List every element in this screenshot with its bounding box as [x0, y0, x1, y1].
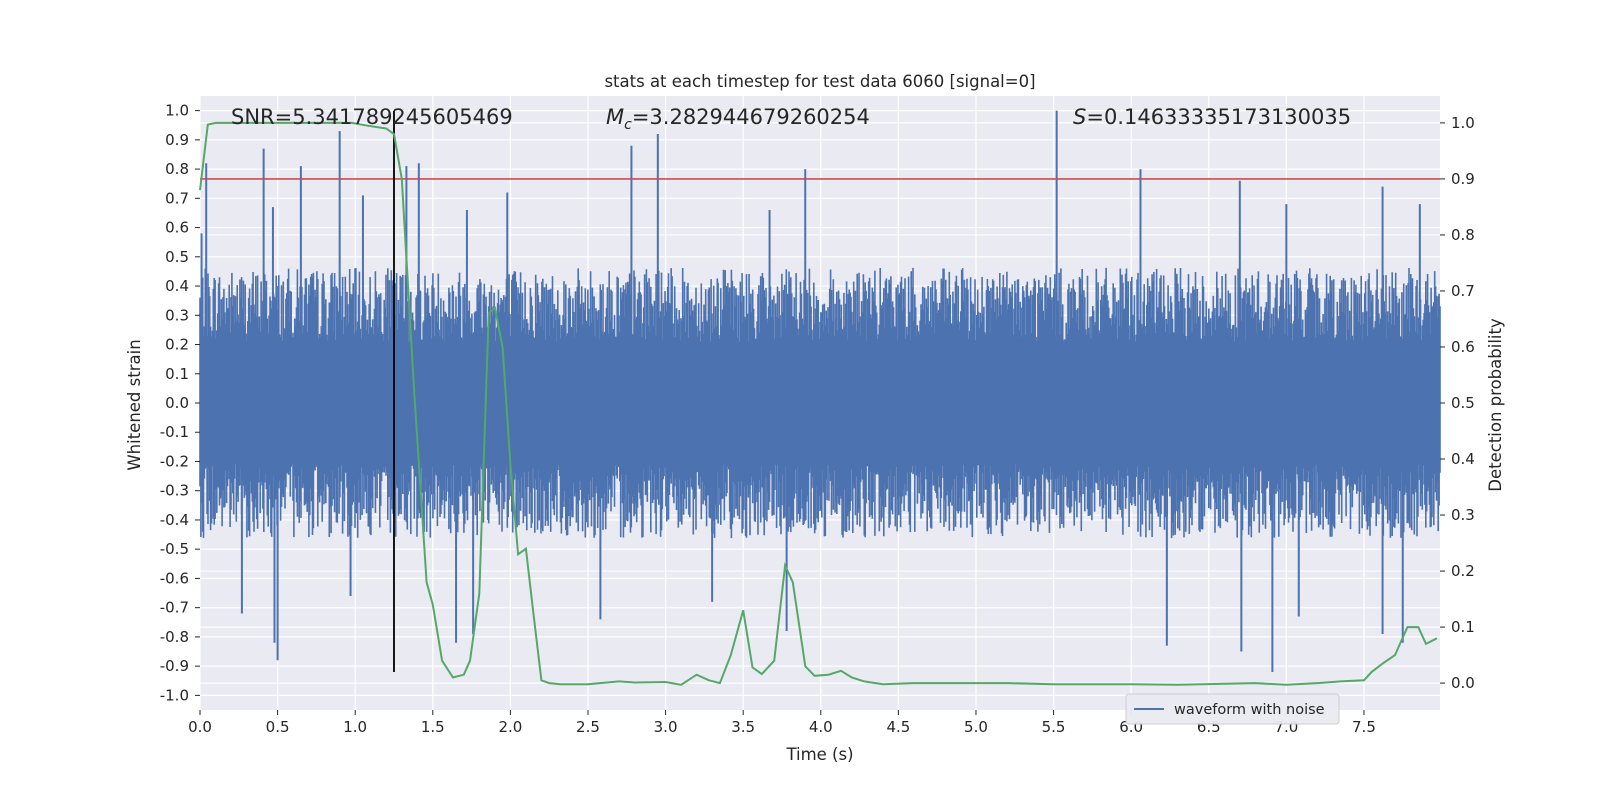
x-tick-label: 0.5 [266, 718, 290, 736]
y-left-tick-label: 0.7 [165, 189, 189, 207]
y-right-tick-label: 1.0 [1451, 114, 1475, 132]
y-left-tick-label: -1.0 [160, 686, 189, 704]
x-tick-label: 3.5 [731, 718, 755, 736]
x-tick-label: 7.5 [1352, 718, 1376, 736]
y-left-tick-label: -0.4 [160, 511, 189, 529]
x-axis-label: Time (s) [785, 745, 853, 764]
x-tick-label: 3.0 [654, 718, 678, 736]
y-left-tick-label: -0.1 [160, 423, 189, 441]
y-left-tick-label: -0.5 [160, 540, 189, 558]
y-left-tick-label: 1.0 [165, 102, 189, 120]
s-annotation: S=0.14633335173130035 [1073, 105, 1351, 129]
y-right-tick-label: 0.9 [1451, 170, 1475, 188]
chirp-mass-symbol: M [606, 105, 624, 129]
y-left-axis-label: Whitened strain [125, 339, 144, 470]
snr-annotation: SNR=5.341789245605469 [231, 105, 513, 129]
y-left-tick-label: 0.0 [165, 394, 189, 412]
y-right-tick-label: 0.6 [1451, 338, 1475, 356]
legend: waveform with noise [1126, 694, 1339, 724]
y-left-tick-label: 0.9 [165, 131, 189, 149]
legend-label: waveform with noise [1174, 702, 1325, 718]
chart-title: stats at each timestep for test data 606… [604, 72, 1035, 91]
y-left-tick-label: -0.9 [160, 657, 189, 675]
s-value: =0.14633335173130035 [1086, 105, 1351, 129]
y-right-tick-label: 0.5 [1451, 394, 1475, 412]
y-right-tick-label: 0.7 [1451, 282, 1475, 300]
x-tick-label: 2.0 [498, 718, 522, 736]
y-left-tick-label: 0.6 [165, 219, 189, 237]
x-tick-label: 0.0 [188, 718, 212, 736]
x-tick-label: 4.0 [809, 718, 833, 736]
y-left-tick-label: -0.6 [160, 569, 189, 587]
x-tick-label: 1.5 [421, 718, 445, 736]
y-right-tick-label: 0.0 [1451, 674, 1475, 692]
x-tick-label: 2.5 [576, 718, 600, 736]
y-right-tick-label: 0.3 [1451, 506, 1475, 524]
s-symbol: S [1073, 105, 1086, 129]
y-left-tick-label: -0.8 [160, 628, 189, 646]
y-left-tick-label: -0.3 [160, 482, 189, 500]
y-left-tick-label: -0.2 [160, 452, 189, 470]
y-right-axis-ticks: 1.0 0.9 0.8 0.7 0.6 0.5 0.4 0.3 0.2 0.1 0.0 [1440, 114, 1475, 692]
y-right-tick-label: 0.8 [1451, 226, 1475, 244]
y-left-tick-label: 0.3 [165, 306, 189, 324]
x-tick-label: 5.5 [1042, 718, 1066, 736]
y-left-tick-label: 0.2 [165, 336, 189, 354]
y-right-tick-label: 0.4 [1451, 450, 1475, 468]
chirp-mass-annotation: Mc=3.282944679260254 [606, 105, 870, 133]
x-tick-label: 1.0 [343, 718, 367, 736]
y-right-axis-label: Detection probability [1486, 318, 1505, 492]
y-left-tick-label: 0.8 [165, 160, 189, 178]
y-left-tick-label: 0.4 [165, 277, 189, 295]
y-left-tick-label: -0.7 [160, 599, 189, 617]
chirp-mass-value: =3.282944679260254 [632, 105, 870, 129]
y-left-tick-label: 0.1 [165, 365, 189, 383]
y-left-axis-ticks: 1.0 0.9 0.8 0.7 0.6 0.5 0.4 0.3 0.2 0.1 0.0 -0.1 -0.… [160, 102, 200, 705]
x-tick-label: 5.0 [964, 718, 988, 736]
y-left-tick-label: 0.5 [165, 248, 189, 266]
y-right-tick-label: 0.1 [1451, 618, 1475, 636]
y-right-tick-label: 0.2 [1451, 562, 1475, 580]
x-tick-label: 4.5 [886, 718, 910, 736]
